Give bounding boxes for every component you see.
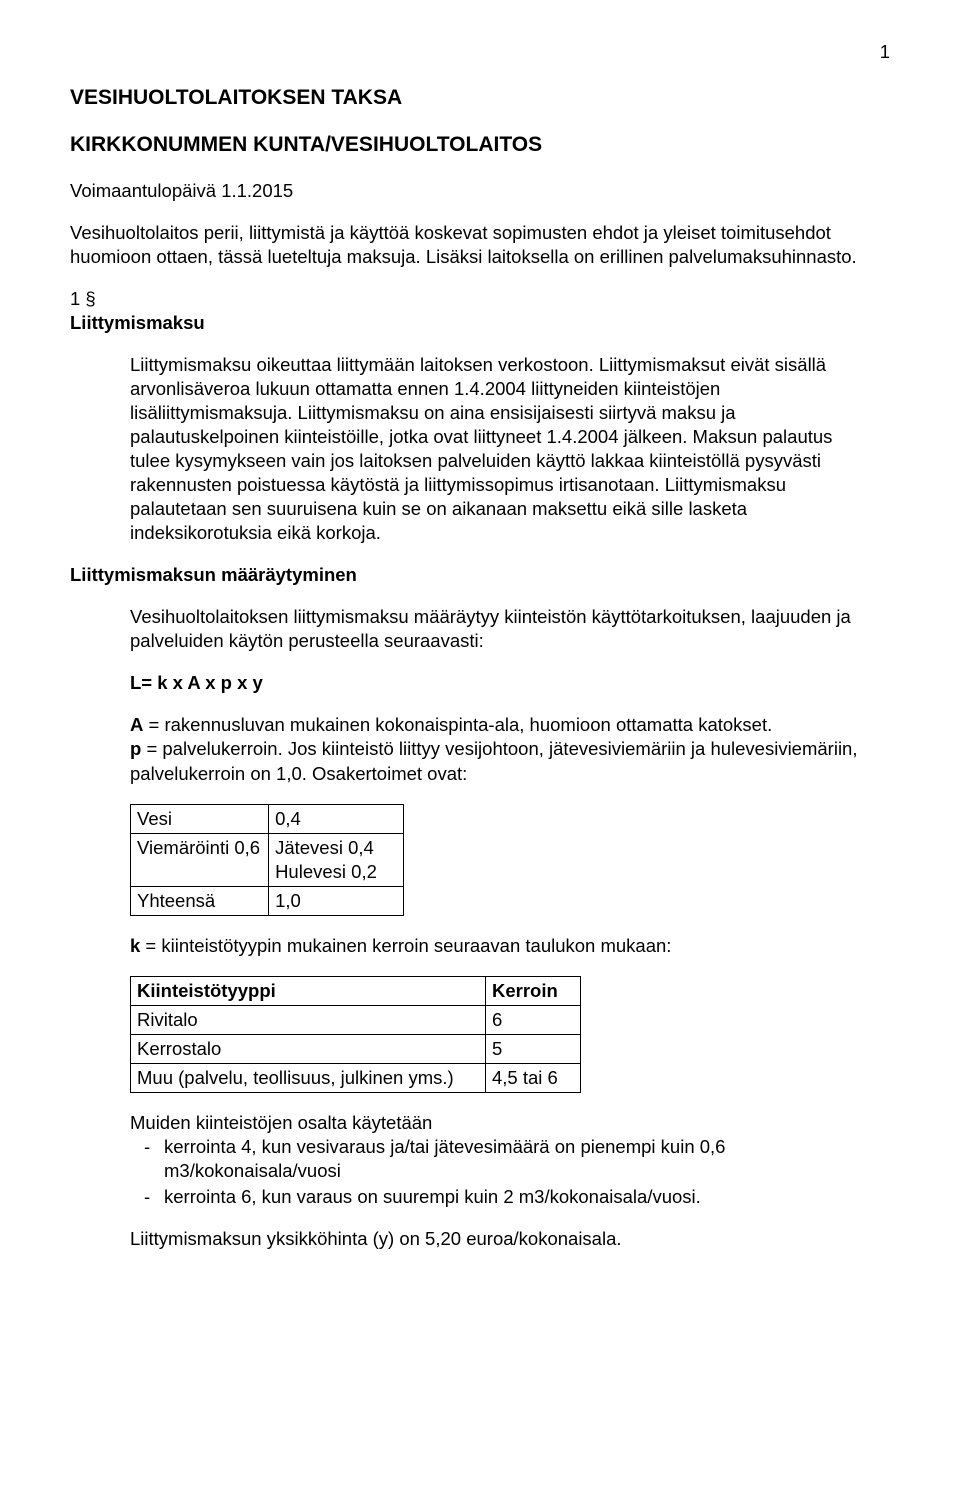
table-row: Vesi 0,4 [131,804,404,833]
definition-A-p: A = rakennusluvan mukainen kokonaispinta… [130,713,870,785]
list-item: kerrointa 6, kun varaus on suurempi kuin… [130,1185,870,1209]
table-cell: Jätevesi 0,4 Hulevesi 0,2 [269,833,404,886]
table-cell: Kerrostalo [131,1034,486,1063]
section-1-heading: Liittymismaksu [70,311,890,335]
effective-date-line: Voimaantulopäivä 1.1.2015 [70,179,890,203]
def-k-label: k [130,935,140,956]
def-A-text: = rakennusluvan mukainen kokonaispinta-a… [143,714,772,735]
formula-text: L= k x A x p x y [130,672,263,693]
table-row: Muu (palvelu, teollisuus, julkinen yms.)… [131,1063,581,1092]
table-cell: Muu (palvelu, teollisuus, julkinen yms.) [131,1063,486,1092]
section-1-number: 1 § [70,287,890,311]
formula-line: L= k x A x p x y [130,671,870,695]
table-cell: Rivitalo [131,1005,486,1034]
unit-price-line: Liittymismaksun yksikköhinta (y) on 5,20… [130,1227,870,1251]
table-cell: 4,5 tai 6 [486,1063,581,1092]
determination-heading: Liittymismaksun määräytyminen [70,563,890,587]
def-p-text-1: = palvelukerroin [141,738,277,759]
table-row: Kiinteistötyyppi Kerroin [131,976,581,1005]
muiden-intro: Muiden kiinteistöjen osalta käytetään [130,1111,870,1135]
table-row: Kerrostalo 5 [131,1034,581,1063]
table-cell: Yhteensä [131,886,269,915]
page-number: 1 [70,40,890,64]
def-A-label: A [130,714,143,735]
table-row: Rivitalo 6 [131,1005,581,1034]
table-cell: 0,4 [269,804,404,833]
intro-paragraph: Vesihuoltolaitos perii, liittymistä ja k… [70,221,890,269]
document-page: 1 VESIHUOLTOLAITOKSEN TAKSA KIRKKONUMMEN… [0,0,960,1309]
section-1-body: Liittymismaksu oikeuttaa liittymään lait… [130,353,870,545]
def-k-text: = kiinteistötyypin mukainen kerroin seur… [140,935,671,956]
table-header-cell: Kerroin [486,976,581,1005]
osakerroin-table: Vesi 0,4 Viemäröinti 0,6 Jätevesi 0,4 Hu… [130,804,404,916]
def-p-label: p [130,738,141,759]
list-item: kerrointa 4, kun vesivaraus ja/tai jätev… [130,1135,870,1183]
main-title: VESIHUOLTOLAITOKSEN TAKSA [70,84,890,111]
bullet-list: kerrointa 4, kun vesivaraus ja/tai jätev… [130,1135,870,1209]
table-cell: Vesi [131,804,269,833]
table-row: Yhteensä 1,0 [131,886,404,915]
kerroin-table: Kiinteistötyyppi Kerroin Rivitalo 6 Kerr… [130,976,581,1093]
sub-title: KIRKKONUMMEN KUNTA/VESIHUOLTOLAITOS [70,131,890,158]
table-cell: 6 [486,1005,581,1034]
definition-k: k = kiinteistötyypin mukainen kerroin se… [130,934,870,958]
table-cell: Viemäröinti 0,6 [131,833,269,886]
determination-intro: Vesihuoltolaitoksen liittymismaksu määrä… [130,605,870,653]
table-header-cell: Kiinteistötyyppi [131,976,486,1005]
table-cell: 5 [486,1034,581,1063]
table-cell: 1,0 [269,886,404,915]
table-row: Viemäröinti 0,6 Jätevesi 0,4 Hulevesi 0,… [131,833,404,886]
